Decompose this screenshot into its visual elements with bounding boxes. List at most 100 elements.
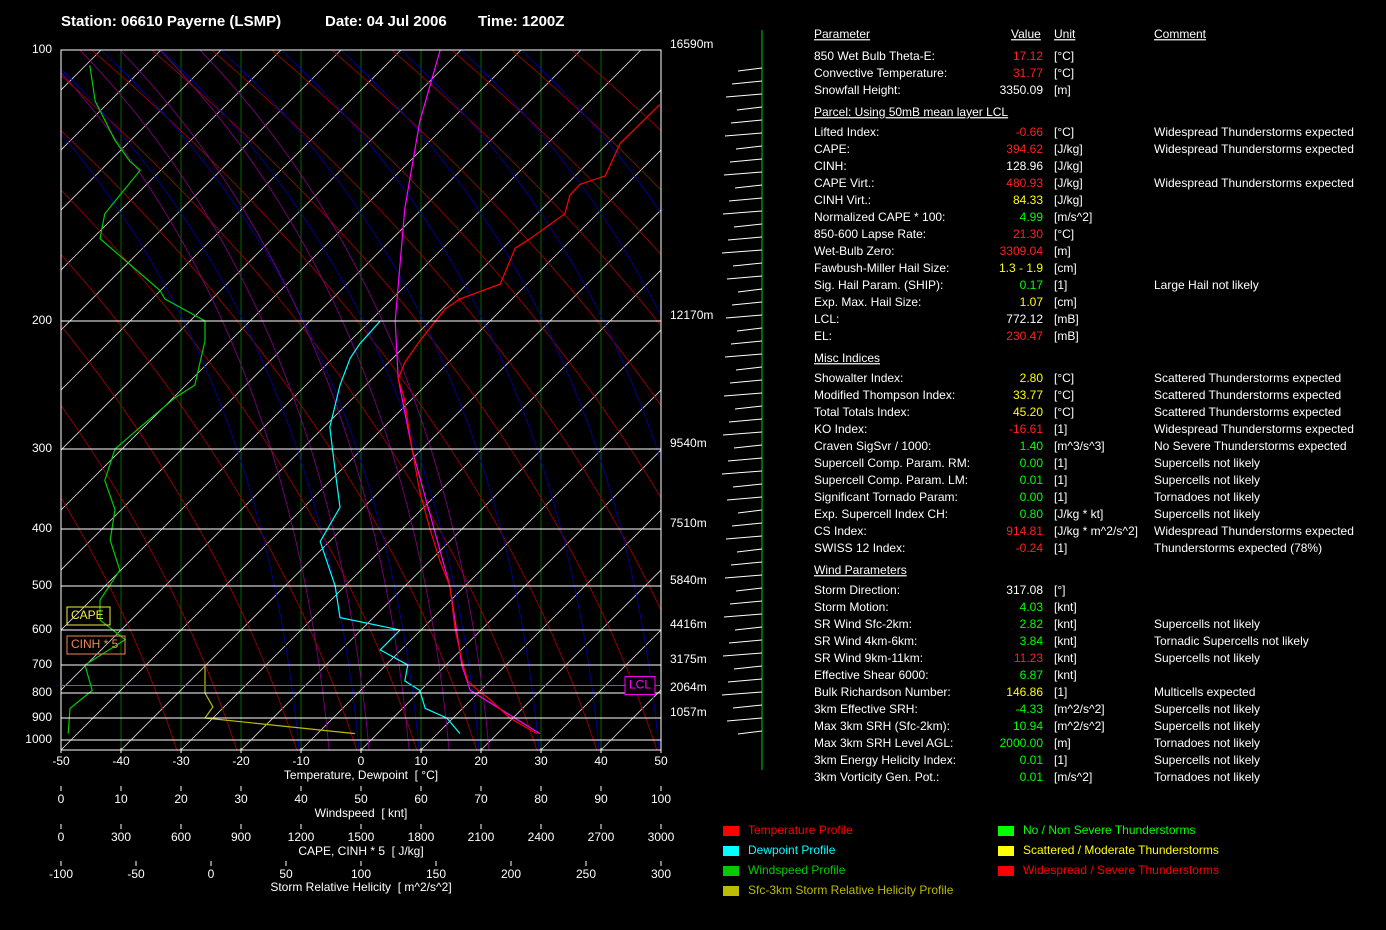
barb [737, 288, 763, 293]
param-comment: Widespread Thunderstorms expected [1154, 422, 1354, 436]
skew-line [61, 149, 661, 750]
param-label: Lifted Index: [814, 125, 879, 139]
param-label: EL: [814, 329, 832, 343]
param-unit: [m/s^2] [1054, 770, 1092, 784]
pressure-label: 1000 [25, 732, 52, 746]
barb [729, 379, 763, 384]
barb [731, 80, 763, 85]
legend-swatch [998, 846, 1014, 856]
param-label: Bulk Richardson Number: [814, 685, 951, 699]
profile-line [67, 65, 206, 734]
param-comment: Supercells not likely [1154, 651, 1260, 665]
tick-label: 50 [354, 792, 368, 806]
barb [734, 626, 763, 631]
barb [729, 158, 763, 163]
barb [733, 223, 763, 228]
param-value: 33.77 [1013, 388, 1043, 402]
barb [731, 522, 763, 527]
tick-label: 60 [414, 792, 428, 806]
param-value: 4.99 [1020, 210, 1044, 224]
height-label: 2064m [670, 680, 707, 694]
section-title: Parcel: Using 50mB mean layer LCL [814, 105, 1008, 119]
skew-line [540, 629, 661, 750]
barb [734, 184, 763, 189]
barb [732, 262, 763, 267]
param-unit: [J/kg] [1054, 193, 1083, 207]
wind-barbs [721, 67, 763, 735]
section-title: Wind Parameters [814, 563, 907, 577]
param-comment: Tornadoes not likely [1154, 736, 1260, 750]
tick-label: 40 [594, 754, 608, 768]
barb [729, 600, 763, 605]
lcl-box [624, 676, 656, 696]
param-label: SR Wind Sfc-2km: [814, 617, 912, 631]
param-value: 394.62 [1006, 142, 1043, 156]
param-label: Fawbush-Miller Hail Size: [814, 261, 949, 275]
skew-line [61, 50, 222, 211]
param-value: 4.03 [1020, 600, 1044, 614]
barb [734, 405, 763, 410]
param-unit: [1] [1054, 685, 1067, 699]
barb [728, 418, 763, 423]
param-value: 0.01 [1020, 753, 1044, 767]
param-unit: [knt] [1054, 600, 1077, 614]
height-label: 9540m [670, 436, 707, 450]
skew-line [240, 329, 661, 750]
skew-line [480, 569, 661, 750]
tick-label: 10 [414, 754, 428, 768]
tick-label: 100 [651, 792, 671, 806]
param-value: 2.82 [1020, 617, 1044, 631]
param-unit: [°] [1054, 583, 1065, 597]
tick-label: -10 [292, 754, 310, 768]
param-label: Supercell Comp. Param. LM: [814, 473, 968, 487]
param-value: 0.00 [1020, 490, 1044, 504]
barb [730, 340, 763, 345]
tick-label: -100 [49, 867, 73, 881]
param-value: 21.30 [1013, 227, 1043, 241]
tick-label: 3000 [648, 830, 675, 844]
barb [727, 457, 763, 462]
dry-adiabat [61, 189, 418, 750]
barb [728, 639, 763, 644]
param-unit: [knt] [1054, 634, 1077, 648]
param-comment: Supercells not likely [1154, 507, 1260, 521]
param-value: 128.96 [1006, 159, 1043, 173]
barb [722, 210, 763, 215]
pressure-label: 700 [32, 657, 52, 671]
barb [730, 561, 763, 566]
param-comment: Supercells not likely [1154, 702, 1260, 716]
dry-adiabat [61, 130, 478, 750]
skew-line [420, 509, 661, 750]
param-value: 2000.00 [1000, 736, 1044, 750]
param-label: Max 3km SRH Level AGL: [814, 736, 953, 750]
param-comment: Widespread Thunderstorms expected [1154, 524, 1354, 538]
skew-line [61, 50, 522, 511]
param-label: KO Index: [814, 422, 867, 436]
tick-label: -40 [112, 754, 130, 768]
legend-swatch [723, 846, 739, 856]
param-value: 0.17 [1020, 278, 1044, 292]
tick-label: 2700 [588, 830, 615, 844]
param-label: 850-600 Lapse Rate: [814, 227, 926, 241]
barb [726, 275, 763, 280]
dry-adiabat [151, 50, 658, 750]
barb [735, 587, 763, 592]
tick-label: 1200 [288, 830, 315, 844]
tick-label: 10 [114, 792, 128, 806]
moist-adiabat [460, 50, 661, 317]
param-value: 45.20 [1013, 405, 1043, 419]
param-unit: [m] [1054, 736, 1071, 750]
dry-adiabat [511, 50, 661, 191]
barb [737, 509, 763, 514]
param-label: Craven SigSvr / 1000: [814, 439, 931, 453]
param-value: 1.07 [1020, 295, 1044, 309]
param-label: Exp. Max. Hail Size: [814, 295, 921, 309]
barb [722, 431, 763, 436]
param-comment: Scattered Thunderstorms expected [1154, 371, 1341, 385]
param-value: 6.87 [1020, 668, 1044, 682]
column-header: Unit [1054, 27, 1076, 41]
parcel-profile [394, 50, 541, 735]
param-comment: Widespread Thunderstorms expected [1154, 142, 1354, 156]
tick-label: 2100 [468, 830, 495, 844]
